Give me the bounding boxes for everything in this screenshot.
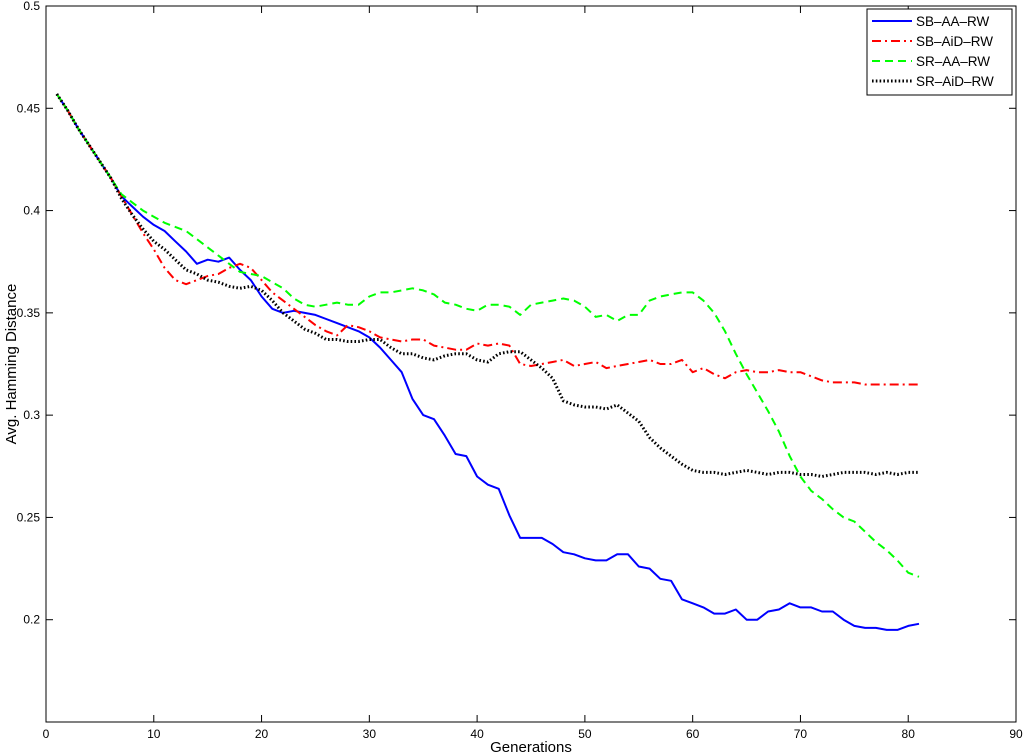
x-tick-label: 10	[147, 727, 161, 741]
y-tick-label: 0.25	[17, 510, 41, 524]
x-tick-label: 90	[1009, 727, 1023, 741]
y-tick-label: 0.2	[23, 613, 40, 627]
x-tick-label: 0	[43, 727, 50, 741]
x-tick-label: 70	[794, 727, 808, 741]
legend-entry-label: SB–AA–RW	[916, 14, 990, 29]
y-tick-label: 0.5	[23, 0, 40, 13]
x-tick-label: 60	[686, 727, 700, 741]
series-line-0	[55, 93, 920, 631]
y-tick-label: 0.3	[23, 408, 40, 422]
series-line-3	[55, 93, 919, 478]
x-axis-ticks: 0 10 20 30 40 50 60 70 80 90	[43, 6, 1023, 741]
legend-entry-label: SR–AA–RW	[916, 54, 990, 69]
series-line-1	[55, 93, 919, 386]
x-tick-label: 40	[470, 727, 484, 741]
series-layer	[55, 93, 920, 631]
series-line-2	[55, 93, 920, 578]
legend-entry-label: SB–AiD–RW	[916, 34, 993, 49]
legend: SB–AA–RW SB–AiD–RW SR–AA–RW SR–AiD–RW	[866, 8, 1013, 96]
y-axis-ticks: 0.2 0.25 0.3 0.35 0.4 0.45 0.5	[17, 0, 1016, 627]
y-axis-label: Avg. Hamming Distance	[3, 284, 20, 445]
plot-frame	[45, 5, 1017, 723]
y-tick-label: 0.45	[17, 101, 41, 115]
x-tick-label: 30	[363, 727, 377, 741]
plot-area	[46, 6, 1016, 722]
legend-entry-label: SR–AiD–RW	[916, 74, 994, 89]
x-tick-label: 50	[578, 727, 592, 741]
x-axis-label: Generations	[490, 739, 572, 755]
y-tick-label: 0.35	[17, 306, 41, 320]
x-tick-label: 20	[255, 727, 269, 741]
y-tick-label: 0.4	[23, 204, 40, 218]
x-tick-label: 80	[902, 727, 916, 741]
